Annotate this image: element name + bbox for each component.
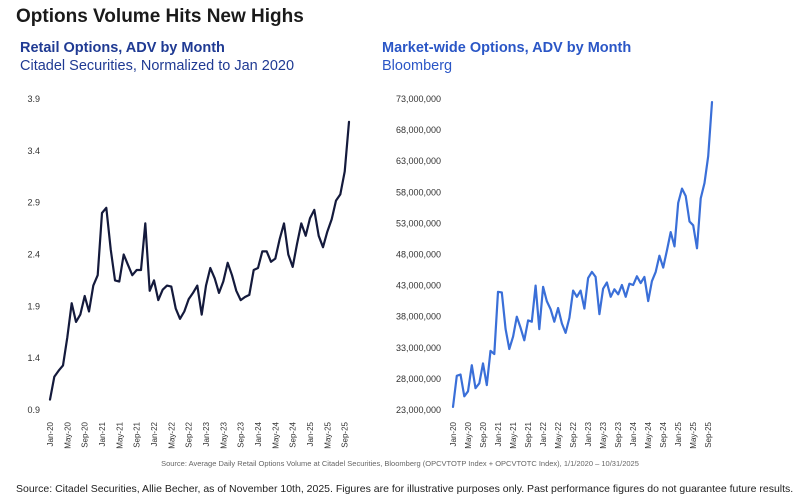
market-x-tick-label: May-23: [599, 421, 608, 448]
retail-series-line: [48, 120, 351, 401]
retail-x-tick-label: Sep-21: [133, 421, 142, 447]
chart-source-note: Source: Average Daily Retail Options Vol…: [161, 459, 639, 468]
retail-x-tick-label: May-23: [219, 421, 228, 448]
retail-x-tick-label: May-21: [115, 421, 124, 448]
retail-x-tick-label: Jan-21: [98, 421, 107, 446]
retail-x-tick-label: May-25: [323, 421, 332, 448]
market-y-tick-label: 53,000,000: [396, 218, 441, 228]
market-x-tick-label: Sep-24: [659, 421, 668, 447]
page-title: Options Volume Hits New Highs: [16, 6, 304, 27]
market-x-tick-label: Sep-20: [479, 421, 488, 447]
retail-x-tick-label: Sep-20: [81, 421, 90, 447]
market-y-tick-label: 63,000,000: [396, 156, 441, 166]
market-y-tick-label: 38,000,000: [396, 312, 441, 322]
market-x-tick-label: Sep-22: [569, 421, 578, 447]
retail-y-tick-label: 3.9: [27, 94, 40, 104]
retail-x-tick-label: May-22: [167, 421, 176, 448]
market-x-tick-label: Jan-24: [629, 421, 638, 446]
retail-y-tick-label: 3.4: [27, 146, 40, 156]
market-series-line: [451, 100, 714, 408]
market-x-tick-label: Sep-25: [704, 421, 713, 447]
market-x-tick-label: Jan-21: [494, 421, 503, 446]
retail-y-tick-label: 1.4: [27, 353, 40, 363]
market-x-tick-label: May-25: [689, 421, 698, 448]
retail-x-tick-label: Jan-23: [202, 421, 211, 446]
market-y-tick-label: 33,000,000: [396, 343, 441, 353]
retail-x-tick-label: May-20: [63, 421, 72, 448]
retail-x-tick-label: May-24: [271, 421, 280, 448]
market-chart-title: Market-wide Options, ADV by Month: [382, 40, 632, 56]
market-x-tick-label: May-20: [464, 421, 473, 448]
footer-disclaimer: Source: Citadel Securities, Allie Becher…: [16, 483, 794, 495]
retail-y-tick-label: 2.4: [27, 250, 40, 260]
market-y-tick-label: 48,000,000: [396, 250, 441, 260]
market-x-tick-label: May-22: [554, 421, 563, 448]
market-y-tick-label: 58,000,000: [396, 187, 441, 197]
retail-x-tick-label: Jan-24: [254, 421, 263, 446]
retail-y-tick-label: 0.9: [27, 405, 40, 415]
retail-x-tick-label: Jan-20: [46, 421, 55, 446]
retail-x-tick-label: Jan-25: [306, 421, 315, 446]
market-x-tick-label: Sep-21: [524, 421, 533, 447]
retail-chart-subtitle: Citadel Securities, Normalized to Jan 20…: [20, 58, 295, 74]
market-x-tick-label: Sep-23: [614, 421, 623, 447]
market-y-tick-label: 43,000,000: [396, 281, 441, 291]
retail-x-tick-label: Jan-22: [150, 421, 159, 446]
retail-x-tick-label: Sep-24: [289, 421, 298, 447]
market-x-tick-label: May-21: [509, 421, 518, 448]
market-x-tick-label: Jan-20: [449, 421, 458, 446]
retail-chart-title: Retail Options, ADV by Month: [20, 40, 225, 56]
retail-x-tick-label: Sep-23: [237, 421, 246, 447]
retail-x-tick-label: Sep-25: [341, 421, 350, 447]
market-y-tick-label: 73,000,000: [396, 94, 441, 104]
retail-y-tick-label: 2.9: [27, 198, 40, 208]
retail-x-tick-label: Sep-22: [185, 421, 194, 447]
market-x-tick-label: Jan-25: [674, 421, 683, 446]
market-y-tick-label: 23,000,000: [396, 405, 441, 415]
retail-y-tick-label: 1.9: [27, 301, 40, 311]
market-chart-subtitle: Bloomberg: [382, 58, 453, 74]
market-x-tick-label: May-24: [644, 421, 653, 448]
market-x-tick-label: Jan-23: [584, 421, 593, 446]
market-y-tick-label: 68,000,000: [396, 125, 441, 135]
market-x-tick-label: Jan-22: [539, 421, 548, 446]
market-y-tick-label: 28,000,000: [396, 374, 441, 384]
